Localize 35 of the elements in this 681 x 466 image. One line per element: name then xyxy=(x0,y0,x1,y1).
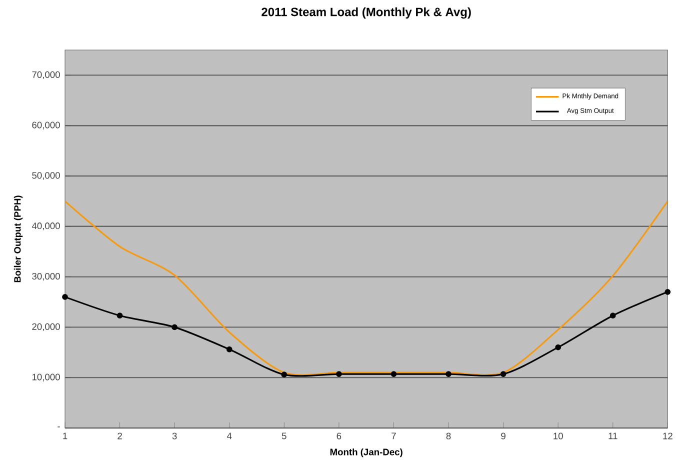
point xyxy=(500,371,506,377)
point xyxy=(116,312,123,319)
y-tick-label: 20,000 xyxy=(32,323,60,332)
y-axis-title: Boiler Output (PPH) xyxy=(14,196,23,282)
x-tick-label: 7 xyxy=(392,432,396,440)
x-tick-label: 11 xyxy=(608,432,618,440)
point xyxy=(281,372,288,378)
y-tick-label: 50,000 xyxy=(32,172,60,180)
point xyxy=(226,346,232,352)
y-tick-label: 60,000 xyxy=(32,122,60,130)
point xyxy=(336,371,342,377)
y-tick-label: 70,000 xyxy=(32,71,60,80)
point xyxy=(62,294,68,300)
x-tick-label: 8 xyxy=(446,432,451,440)
x-tick-label: 12 xyxy=(663,432,672,440)
x-tick-label: 3 xyxy=(172,432,177,440)
x-axis-title: Month (Jan-Dec) xyxy=(330,448,402,458)
x-tick-label: 9 xyxy=(501,432,506,440)
x-tick-label: 10 xyxy=(554,432,563,440)
y-tick-label: 40,000 xyxy=(32,222,60,230)
point xyxy=(172,324,178,330)
y-tick-label: 10,000 xyxy=(32,374,60,382)
point xyxy=(555,344,562,350)
x-tick-label: 6 xyxy=(336,432,342,440)
chart-title: 2011 Steam Load (Monthly Pk & Avg) xyxy=(262,7,471,19)
y-tick-label: - xyxy=(58,426,60,428)
x-tick-label: 4 xyxy=(226,432,232,440)
point xyxy=(446,371,452,377)
y-tick-label: 30,000 xyxy=(32,272,60,281)
point xyxy=(390,371,397,377)
x-tick-label: 2 xyxy=(118,432,122,440)
point xyxy=(610,312,616,319)
x-tick-label: 5 xyxy=(282,432,286,440)
x-tick-label: 1 xyxy=(63,432,68,440)
point xyxy=(664,288,671,295)
